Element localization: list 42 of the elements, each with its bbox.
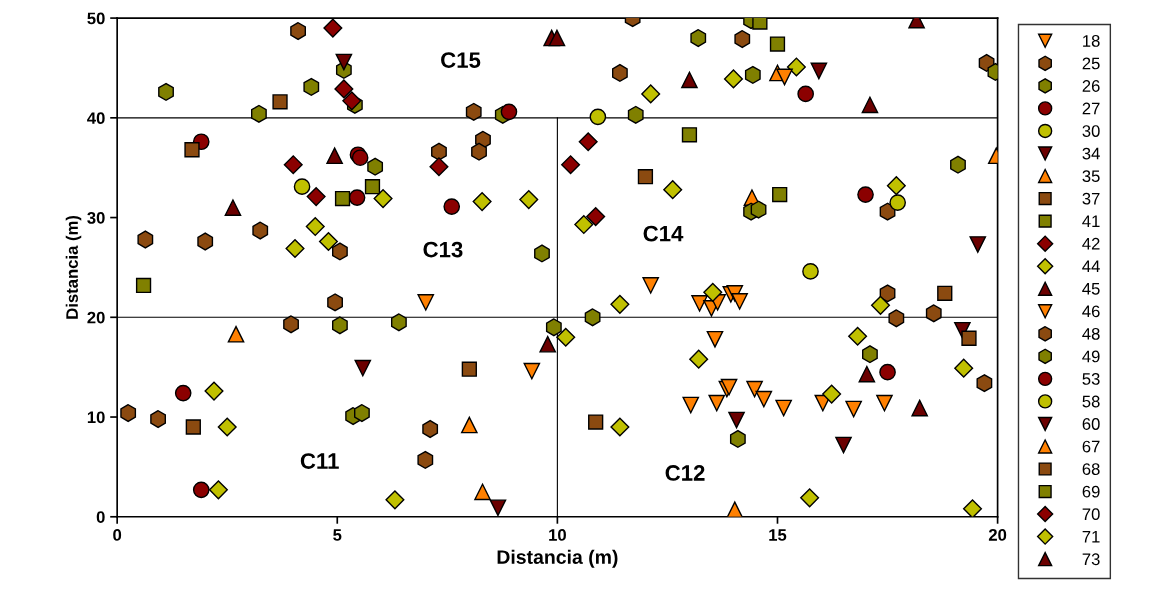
legend-label: 68 xyxy=(1082,463,1100,475)
annotation: C15 xyxy=(441,52,481,68)
legend-label: 46 xyxy=(1082,305,1100,318)
legend-label: 69 xyxy=(1082,485,1100,498)
legend-label: 27 xyxy=(1082,102,1100,115)
legend-label: 73 xyxy=(1082,553,1100,566)
legend-label: 44 xyxy=(1082,260,1100,273)
x-axis-title: Distancia (m) xyxy=(497,549,618,568)
y-axis-title: Distancia (m) xyxy=(65,215,82,319)
legend-label: 70 xyxy=(1082,508,1100,521)
annotation: C12 xyxy=(665,465,705,481)
y-tick-label: 50 xyxy=(87,12,105,25)
legend-label: 58 xyxy=(1082,395,1100,408)
legend-label: 34 xyxy=(1082,147,1100,160)
legend-label: 25 xyxy=(1082,57,1100,70)
legend-label: 18 xyxy=(1083,35,1100,47)
legend-label: 60 xyxy=(1082,418,1100,430)
x-tick-label: 5 xyxy=(333,529,342,541)
legend-label: 26 xyxy=(1082,80,1100,92)
legend-label: 37 xyxy=(1082,192,1100,205)
annotation: C11 xyxy=(300,453,339,469)
legend-label: 35 xyxy=(1082,170,1100,183)
legend-label: 67 xyxy=(1082,440,1100,453)
legend-label: 41 xyxy=(1082,215,1100,227)
x-tick-label: 20 xyxy=(988,529,1007,541)
annotation: C14 xyxy=(643,225,684,242)
legend-label: 48 xyxy=(1082,327,1100,340)
y-tick-label: 40 xyxy=(87,112,105,125)
legend-label: 53 xyxy=(1082,373,1100,385)
y-tick-label: 20 xyxy=(87,311,105,324)
legend-label: 49 xyxy=(1082,350,1100,363)
legend-label: 42 xyxy=(1082,237,1100,250)
legend-label: 71 xyxy=(1082,530,1100,543)
x-tick-label: 10 xyxy=(549,529,566,541)
legend-label: 45 xyxy=(1082,283,1100,295)
legend-label: 30 xyxy=(1082,125,1100,137)
y-tick-label: 30 xyxy=(87,211,105,224)
y-tick-label: 10 xyxy=(87,411,105,424)
x-tick-label: 15 xyxy=(769,529,787,541)
y-tick-label: 0 xyxy=(96,511,105,523)
annotation: C13 xyxy=(423,241,463,258)
x-tick-label: 0 xyxy=(113,529,122,541)
